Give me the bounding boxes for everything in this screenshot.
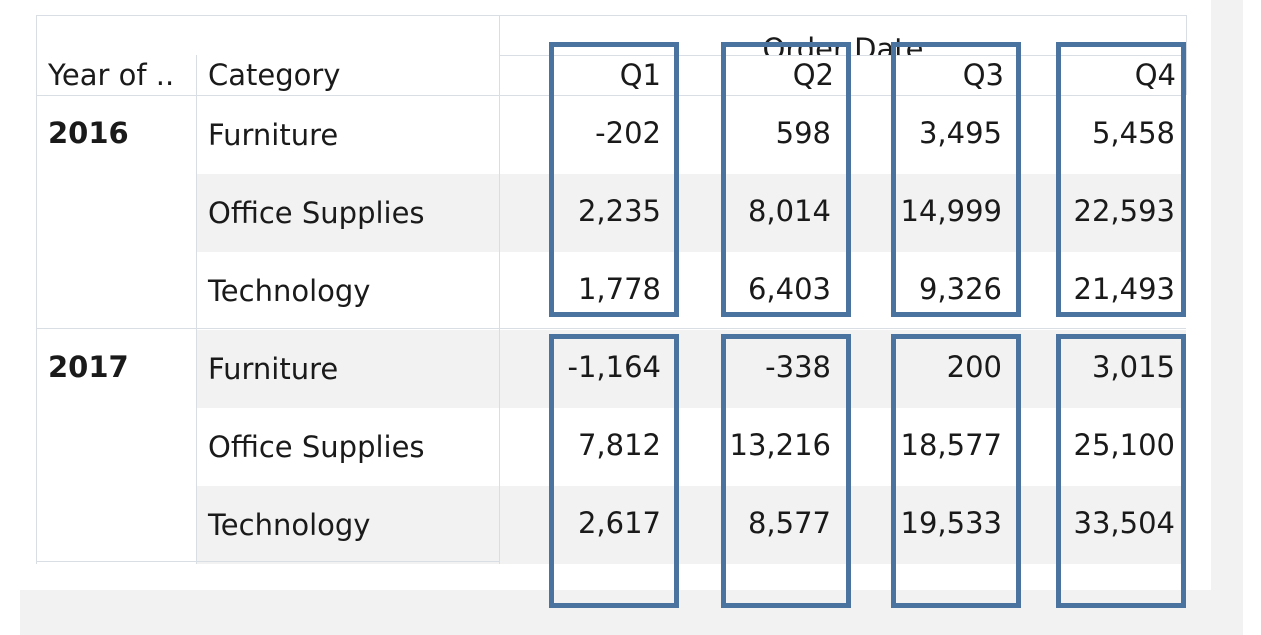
value-cell[interactable]: 14,999 [900, 194, 1002, 228]
category-label[interactable]: Furniture [208, 352, 339, 386]
highlight-box-2017-q2 [721, 334, 851, 608]
highlight-box-2017-q4 [1056, 334, 1186, 608]
category-column-line [196, 55, 197, 564]
value-cell[interactable]: 19,533 [900, 506, 1002, 540]
value-cell[interactable]: 25,100 [1073, 428, 1175, 462]
value-cell[interactable]: 8,577 [747, 506, 831, 540]
right-panel [1211, 0, 1243, 590]
row-field-year-header[interactable]: Year of .. [48, 58, 175, 92]
category-label[interactable]: Office Supplies [208, 196, 425, 230]
category-label[interactable]: Office Supplies [208, 430, 425, 464]
category-label[interactable]: Furniture [208, 118, 339, 152]
row-field-category-header[interactable]: Category [208, 58, 341, 92]
value-cell[interactable]: 6,403 [747, 272, 831, 306]
column-header-top-line [500, 15, 1186, 16]
data-left-line [499, 15, 500, 564]
row-band [196, 174, 1186, 252]
value-cell[interactable]: 8,014 [747, 194, 831, 228]
quarter-header-q1[interactable]: Q1 [619, 58, 661, 92]
highlight-box-2017-q3 [891, 334, 1021, 608]
highlight-box-2017-q1 [549, 334, 679, 608]
value-cell[interactable]: -338 [765, 350, 831, 384]
year-label-2016[interactable]: 2016 [48, 116, 129, 150]
value-cell[interactable]: 1,778 [577, 272, 661, 306]
row-band [196, 330, 1186, 408]
value-cell[interactable]: 200 [946, 350, 1002, 384]
value-cell[interactable]: 2,235 [577, 194, 661, 228]
column-header-divider [500, 55, 1186, 56]
value-cell[interactable]: 3,495 [918, 116, 1002, 150]
value-cell[interactable]: 5,458 [1091, 116, 1175, 150]
table-right-line [1186, 15, 1187, 95]
bottom-panel [20, 590, 1243, 635]
category-label[interactable]: Technology [208, 274, 371, 308]
highlight-box-2016-q3 [891, 42, 1021, 317]
year-label-2017[interactable]: 2017 [48, 350, 129, 384]
value-cell[interactable]: 9,326 [918, 272, 1002, 306]
quarter-header-q3[interactable]: Q3 [962, 58, 1004, 92]
row-band [196, 486, 1186, 564]
quarter-header-q4[interactable]: Q4 [1134, 58, 1176, 92]
value-cell[interactable]: 598 [775, 116, 831, 150]
value-cell[interactable]: 13,216 [729, 428, 831, 462]
highlight-box-2016-q4 [1056, 42, 1186, 317]
group-divider-line [36, 328, 1186, 329]
value-cell[interactable]: 22,593 [1073, 194, 1175, 228]
value-cell[interactable]: 7,812 [577, 428, 661, 462]
highlight-box-2016-q2 [721, 42, 851, 317]
value-cell[interactable]: -202 [595, 116, 661, 150]
value-cell[interactable]: 21,493 [1073, 272, 1175, 306]
category-label[interactable]: Technology [208, 508, 371, 542]
header-top-line [36, 15, 500, 16]
value-cell[interactable]: 18,577 [900, 428, 1002, 462]
value-cell[interactable]: 3,015 [1091, 350, 1175, 384]
quarter-header-q2[interactable]: Q2 [792, 58, 834, 92]
header-bottom-line [36, 95, 1186, 96]
table-left-line [36, 15, 37, 564]
value-cell[interactable]: 2,617 [577, 506, 661, 540]
value-cell[interactable]: 33,504 [1073, 506, 1175, 540]
value-cell[interactable]: -1,164 [567, 350, 662, 384]
highlight-box-2016-q1 [549, 42, 679, 317]
table-bottom-line [36, 561, 500, 562]
